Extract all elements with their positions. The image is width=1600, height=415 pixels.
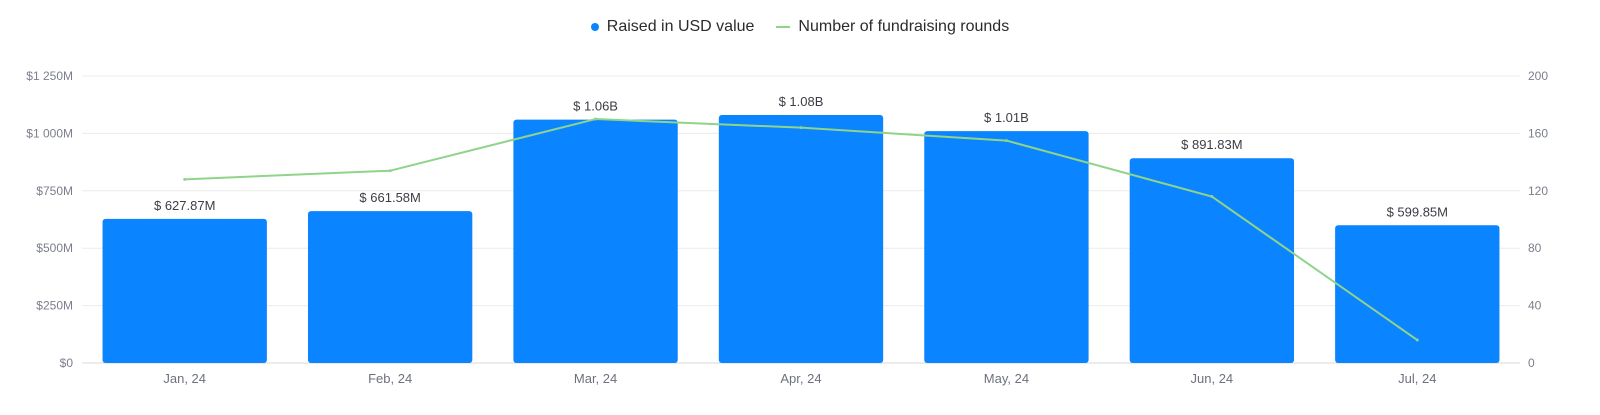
line-point[interactable] [388,169,392,173]
legend-label-rounds: Number of fundraising rounds [798,18,1010,35]
bar[interactable] [1129,158,1295,363]
x-axis: Jan, 24 Feb, 24 Mar, 24 Apr, 24 May, 24 Jun, … [163,371,1436,386]
bars [102,115,1500,364]
bar-value-label: $ 1.01B [984,110,1029,125]
line-point[interactable] [1210,195,1214,199]
line-point[interactable] [594,117,598,121]
y-left-tick-label: $500M [36,241,73,255]
y-axis-right: 0 40 80 120 160 200 [1528,69,1548,370]
line-point[interactable] [1415,338,1419,342]
data-labels: $ 627.87M $ 661.58M $ 1.06B $ 1.08B $ 1.01B $… [154,94,1448,219]
bar[interactable] [924,131,1089,363]
bar-value-label: $ 1.06B [573,99,618,114]
line-series [183,117,1419,342]
line-point[interactable] [1004,139,1008,143]
legend-line-icon [776,26,791,28]
y-left-tick-label: $750M [36,184,73,198]
bar-value-label: $ 891.83M [1181,137,1242,152]
legend-item-rounds[interactable]: Number of fundraising rounds [776,18,1009,36]
legend: Raised in USD value Number of fundraisin… [0,18,1600,36]
line-point[interactable] [183,177,187,181]
x-tick-label: Jan, 24 [163,371,206,386]
y-axis-left: $0 $250M $500M $750M $1 000M $1 250M [26,69,73,370]
y-right-tick-label: 200 [1528,69,1548,83]
x-tick-label: Apr, 24 [780,371,821,386]
bar[interactable] [102,218,267,363]
bar[interactable] [1335,225,1500,363]
line-point[interactable] [799,126,803,130]
y-right-tick-label: 80 [1528,241,1542,255]
legend-label-raised: Raised in USD value [606,18,755,35]
y-right-tick-label: 160 [1528,126,1548,140]
x-tick-label: Mar, 24 [574,371,617,386]
y-left-tick-label: $250M [36,299,73,313]
bar-value-label: $ 599.85M [1387,204,1448,219]
bar[interactable] [513,119,678,364]
y-right-tick-label: 120 [1528,184,1548,198]
y-left-tick-label: $1 000M [26,126,73,140]
x-tick-label: Jun, 24 [1191,371,1234,386]
x-tick-label: Feb, 24 [368,371,412,386]
bar-value-label: $ 661.58M [359,190,420,205]
y-left-tick-label: $1 250M [26,69,73,83]
bar[interactable] [307,211,473,363]
bar-value-label: $ 627.87M [154,198,215,213]
x-tick-label: Jul, 24 [1398,371,1436,386]
x-tick-label: May, 24 [984,371,1029,386]
y-left-tick-label: $0 [60,356,74,370]
y-right-tick-label: 40 [1528,299,1542,313]
bar-value-label: $ 1.08B [779,94,824,109]
legend-item-raised[interactable]: Raised in USD value [590,18,755,36]
y-right-tick-label: 0 [1528,356,1535,370]
bar[interactable] [718,115,884,363]
legend-dot-icon [590,23,599,31]
